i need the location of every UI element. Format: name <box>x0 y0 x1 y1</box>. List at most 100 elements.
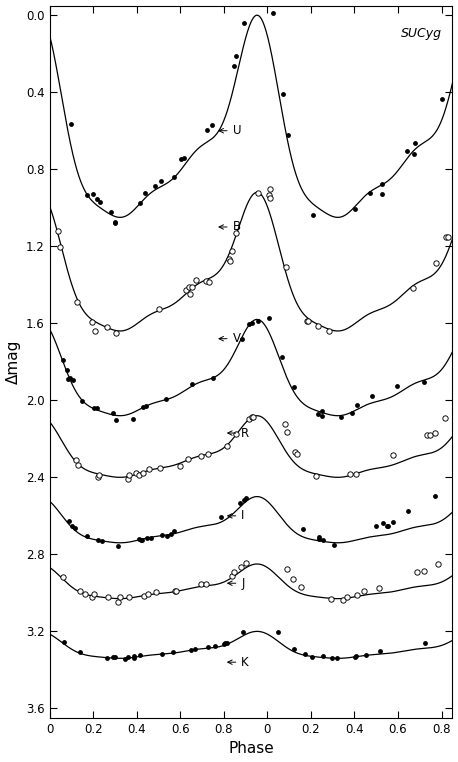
Point <box>305 315 312 327</box>
Point <box>249 317 256 329</box>
Point <box>344 591 351 603</box>
Point <box>404 504 411 517</box>
Point <box>152 180 159 192</box>
Point <box>233 428 240 440</box>
Point <box>143 400 150 412</box>
Point <box>232 226 240 239</box>
Point <box>353 468 360 480</box>
Point <box>328 652 335 664</box>
Point <box>320 534 327 546</box>
Point <box>426 429 433 441</box>
Point <box>316 533 323 545</box>
Point <box>60 354 67 366</box>
Point <box>238 561 245 573</box>
Text: SUCyg: SUCyg <box>401 27 442 40</box>
Point <box>242 557 250 569</box>
Point <box>249 411 256 424</box>
Point <box>266 192 273 204</box>
Point <box>236 497 244 509</box>
Point <box>130 412 137 424</box>
Point <box>69 374 76 386</box>
Point <box>376 645 384 657</box>
Point <box>111 652 119 664</box>
Point <box>67 118 75 130</box>
Point <box>104 652 111 664</box>
Point <box>326 325 333 337</box>
Point <box>65 515 72 527</box>
Point <box>442 231 450 243</box>
Point <box>171 524 178 536</box>
Point <box>228 570 235 582</box>
Point <box>360 585 368 597</box>
Point <box>266 189 273 201</box>
Point <box>331 539 338 552</box>
Point <box>309 651 316 663</box>
Point <box>84 530 91 543</box>
Point <box>138 533 146 546</box>
Point <box>351 203 359 216</box>
Point <box>420 376 428 388</box>
Point <box>74 459 81 471</box>
Point <box>378 178 385 190</box>
Point <box>242 491 250 504</box>
Point <box>223 637 230 649</box>
Point <box>220 638 228 650</box>
Point <box>248 411 256 423</box>
Point <box>269 7 276 19</box>
Point <box>368 389 376 402</box>
Point <box>229 245 236 257</box>
Point <box>139 466 146 479</box>
Point <box>158 529 166 541</box>
Text: U: U <box>219 124 241 137</box>
Point <box>349 407 356 419</box>
Point <box>112 216 119 228</box>
Point <box>211 639 218 652</box>
Point <box>60 572 67 584</box>
Point <box>83 189 91 201</box>
Point <box>143 533 150 545</box>
Point <box>209 119 216 131</box>
Point <box>173 584 180 597</box>
Text: B: B <box>219 220 241 233</box>
Point <box>89 188 97 200</box>
Point <box>136 197 143 209</box>
Point <box>90 588 97 600</box>
Point <box>131 652 138 664</box>
Point <box>124 652 131 664</box>
Point <box>55 226 62 238</box>
Point <box>131 650 138 662</box>
Point <box>346 468 354 480</box>
Point <box>327 594 334 606</box>
Point <box>171 584 179 597</box>
Point <box>301 648 309 660</box>
Point <box>433 257 440 269</box>
Point <box>315 530 322 543</box>
Point <box>297 581 305 593</box>
Point <box>73 296 81 308</box>
Point <box>184 453 191 465</box>
Point <box>339 594 346 606</box>
Point <box>411 136 419 149</box>
Point <box>313 469 320 482</box>
Point <box>284 425 291 437</box>
Point <box>197 578 204 590</box>
Point <box>281 418 288 431</box>
Point <box>107 207 114 219</box>
Point <box>158 648 165 660</box>
Point <box>245 413 253 425</box>
Point <box>283 261 290 273</box>
Point <box>383 520 390 532</box>
Point <box>137 534 145 546</box>
Point <box>210 372 217 384</box>
Point <box>114 539 122 552</box>
Point <box>56 241 64 253</box>
Point <box>188 644 195 656</box>
Point <box>240 18 248 30</box>
Point <box>169 645 176 658</box>
Point <box>379 188 386 200</box>
Point <box>69 520 76 532</box>
Point <box>95 471 102 483</box>
Point <box>204 640 212 652</box>
Point <box>284 562 291 575</box>
Point <box>431 489 439 501</box>
